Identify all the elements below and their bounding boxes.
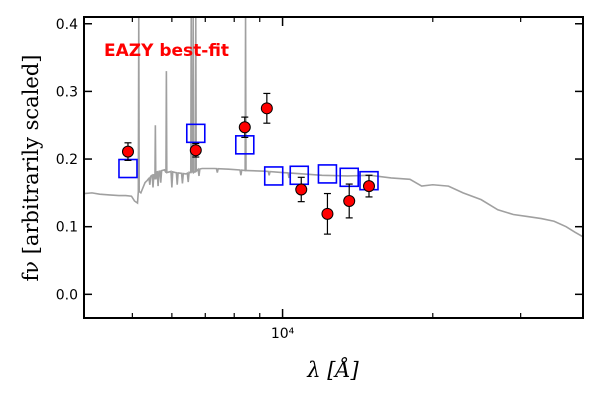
y-axis-label: fν [arbitrarily scaled]	[19, 55, 43, 282]
plot-frame	[83, 16, 584, 319]
plot-area	[84, 17, 583, 238]
y-tick-label-1: 0.1	[56, 220, 78, 236]
observed-flux-point-2	[238, 121, 251, 134]
model-flux-square-4	[289, 165, 310, 186]
axis-ticks: 0.0 0.1 0.2 0.3 0.4 10⁴	[56, 17, 583, 342]
observed-flux-point-5	[321, 207, 334, 220]
annotation-label: EAZY best-fit	[104, 41, 229, 61]
observed-flux-point-1	[189, 144, 202, 157]
x-tick-label-0: 10⁴	[271, 326, 295, 342]
y-tick-label-4: 0.4	[56, 17, 78, 33]
observed-flux-point-7	[362, 180, 375, 193]
observed-flux-point-6	[343, 194, 356, 207]
observed-flux-point-0	[121, 145, 134, 158]
x-axis-label: λ [Å]	[306, 357, 359, 382]
y-tick-label-2: 0.2	[56, 152, 78, 168]
template-spectrum-line	[84, 17, 583, 238]
y-tick-label-3: 0.3	[56, 84, 78, 100]
model-flux-square-0	[118, 158, 138, 179]
observed-flux-point-3	[260, 102, 273, 115]
y-tick-label-0: 0.0	[56, 287, 78, 303]
model-flux-square-5	[317, 164, 338, 184]
model-flux-square-1	[185, 123, 206, 144]
observed-flux-point-4	[295, 183, 308, 196]
model-flux-square-3	[263, 166, 284, 186]
